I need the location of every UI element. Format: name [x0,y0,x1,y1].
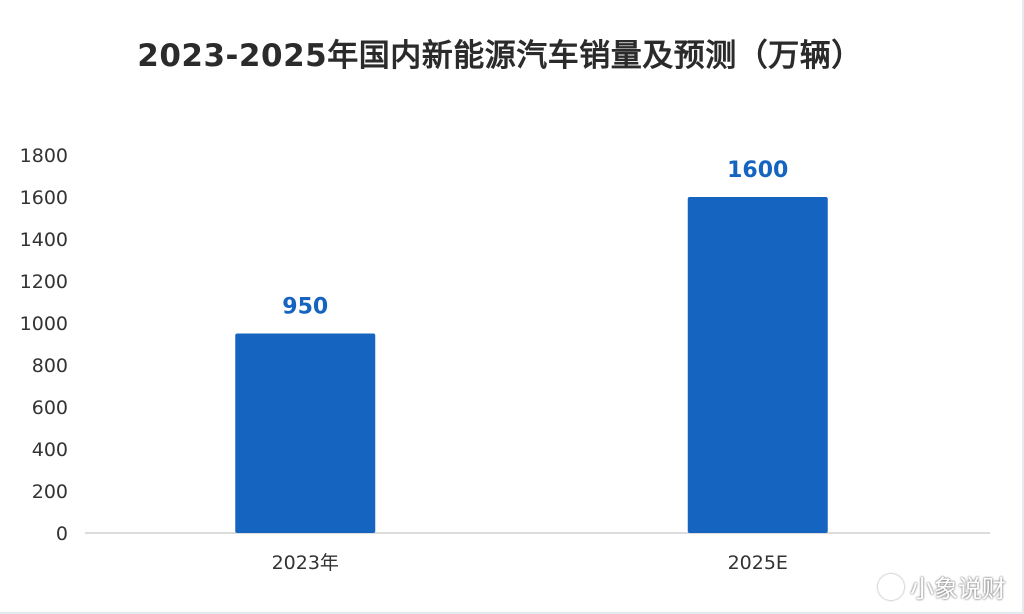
watermark: 小象说财 [878,569,1006,604]
weibo-icon [878,573,904,600]
y-tick-label: 1400 [20,229,68,251]
y-tick-label: 400 [32,439,68,461]
bar [235,333,376,533]
x-tick-label: 2023年 [272,552,339,574]
y-tick-label: 1200 [20,271,68,293]
y-tick-label: 1000 [20,313,68,335]
y-tick-label: 0 [56,523,68,545]
y-tick-label: 200 [32,481,68,503]
y-tick-label: 600 [32,397,68,419]
y-tick-label: 1800 [20,145,68,167]
y-tick-label: 1600 [20,187,68,209]
x-tick-label: 2025E [728,552,788,574]
bar-chart: 0 200 400 600 800 1000 1200 1400 1600 1800 950 2023… [20,145,990,574]
y-tick-label: 800 [32,355,68,377]
data-label: 1600 [727,158,788,183]
bar [687,197,828,533]
data-label: 950 [282,295,328,320]
watermark-text: 小象说财 [910,575,1006,603]
chart-title: 2023-2025年国内新能源汽车销量及预测（万辆） [137,38,863,74]
